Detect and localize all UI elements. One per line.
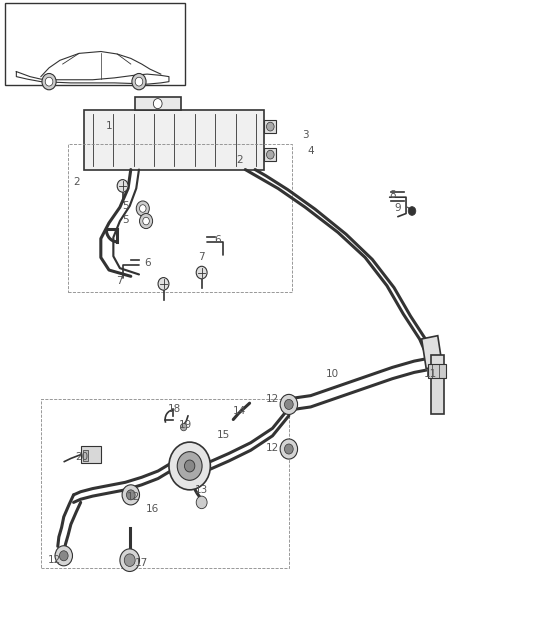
Circle shape xyxy=(124,554,135,566)
Circle shape xyxy=(122,485,140,505)
Text: 4: 4 xyxy=(307,146,314,156)
Bar xyxy=(41,399,289,568)
Text: 17: 17 xyxy=(135,558,148,568)
Bar xyxy=(83,450,88,461)
Circle shape xyxy=(169,442,210,490)
Circle shape xyxy=(153,99,162,109)
Text: 9: 9 xyxy=(395,203,401,214)
Text: 16: 16 xyxy=(146,504,159,514)
Bar xyxy=(68,144,292,292)
Circle shape xyxy=(408,207,416,215)
Text: 10: 10 xyxy=(326,369,339,379)
Text: 12: 12 xyxy=(127,492,140,502)
Circle shape xyxy=(280,394,298,414)
Text: 14: 14 xyxy=(233,406,246,416)
Text: 12: 12 xyxy=(266,394,279,404)
Text: 2: 2 xyxy=(73,177,80,187)
Bar xyxy=(135,97,181,110)
Text: 5: 5 xyxy=(122,215,129,225)
Circle shape xyxy=(135,77,143,86)
Text: 12: 12 xyxy=(266,443,279,453)
Text: 12: 12 xyxy=(48,555,61,565)
Bar xyxy=(84,110,264,170)
Text: 15: 15 xyxy=(217,430,230,440)
Text: 3: 3 xyxy=(302,130,308,140)
Circle shape xyxy=(55,546,72,566)
Text: 1: 1 xyxy=(106,121,112,131)
Text: 7: 7 xyxy=(117,276,123,286)
Circle shape xyxy=(196,496,207,509)
Bar xyxy=(264,121,276,133)
Circle shape xyxy=(42,73,56,90)
Circle shape xyxy=(140,205,146,212)
Text: 20: 20 xyxy=(75,452,88,462)
Bar xyxy=(428,364,446,378)
Circle shape xyxy=(284,399,293,409)
Circle shape xyxy=(117,180,128,192)
Circle shape xyxy=(120,549,140,571)
Text: 5: 5 xyxy=(122,201,129,211)
Circle shape xyxy=(158,278,169,290)
Text: 18: 18 xyxy=(168,404,181,414)
Bar xyxy=(264,148,276,161)
Circle shape xyxy=(132,73,146,90)
Circle shape xyxy=(267,150,274,159)
Circle shape xyxy=(184,460,195,472)
Circle shape xyxy=(140,214,153,229)
Text: 6: 6 xyxy=(215,235,221,245)
Text: 13: 13 xyxy=(195,485,208,495)
Text: 19: 19 xyxy=(179,420,192,430)
Text: 7: 7 xyxy=(198,252,205,263)
Circle shape xyxy=(136,201,149,216)
Text: 6: 6 xyxy=(144,257,150,268)
Circle shape xyxy=(284,444,293,454)
Circle shape xyxy=(180,423,187,431)
Circle shape xyxy=(280,439,298,459)
Text: 11: 11 xyxy=(424,369,437,379)
Bar xyxy=(431,355,444,414)
Bar xyxy=(5,3,185,85)
Circle shape xyxy=(126,490,135,500)
Text: 2: 2 xyxy=(237,155,243,165)
Circle shape xyxy=(143,217,149,225)
Circle shape xyxy=(267,122,274,131)
Bar xyxy=(81,446,101,463)
Circle shape xyxy=(177,452,202,480)
Circle shape xyxy=(196,266,207,279)
Text: 8: 8 xyxy=(389,190,396,200)
Bar xyxy=(422,336,443,369)
Circle shape xyxy=(59,551,68,561)
Circle shape xyxy=(45,77,53,86)
